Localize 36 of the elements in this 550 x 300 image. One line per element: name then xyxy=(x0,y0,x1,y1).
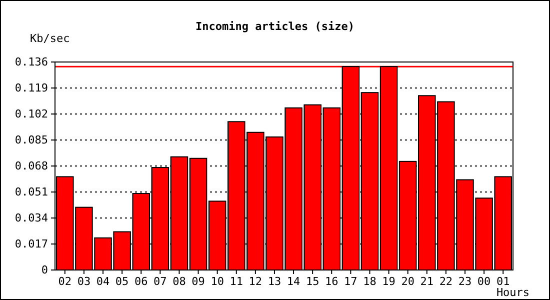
x-tick-label: 04 xyxy=(96,274,110,288)
x-tick-label: 14 xyxy=(286,274,301,288)
x-tick-label: 15 xyxy=(306,274,320,288)
x-tick-label: 16 xyxy=(325,274,338,288)
x-tick-label: 00 xyxy=(477,274,491,288)
x-tick-label: 22 xyxy=(439,274,453,288)
x-tick-label: 01 xyxy=(496,274,510,288)
x-tick-label: 03 xyxy=(77,274,91,288)
y-tick-label: 0.136 xyxy=(14,56,48,69)
x-tick-label: 10 xyxy=(210,274,224,288)
y-tick-label: 0.017 xyxy=(14,238,48,251)
x-tick-label: 09 xyxy=(192,274,205,288)
y-tick-label: 0.102 xyxy=(14,108,48,121)
x-tick-label: 13 xyxy=(268,274,282,288)
x-tick-label: 18 xyxy=(363,274,376,288)
x-tick-label: 02 xyxy=(58,274,72,288)
x-tick-label: 07 xyxy=(154,274,167,288)
y-tick-label: 0.068 xyxy=(14,160,48,173)
y-tick-label: 0.034 xyxy=(14,212,48,225)
chart-title: Incoming articles (size) xyxy=(196,20,354,33)
x-tick-label: 19 xyxy=(382,274,396,288)
x-tick-label: 05 xyxy=(115,274,129,288)
y-tick-label: 0.051 xyxy=(14,186,48,199)
y-axis-title: Kb/sec xyxy=(30,32,70,45)
y-tick-label: 0.119 xyxy=(14,82,48,95)
x-tick-label: 08 xyxy=(172,274,186,288)
y-tick-label: 0 xyxy=(41,264,48,277)
x-tick-label: 11 xyxy=(230,274,243,288)
x-axis-title: Hours xyxy=(496,286,530,299)
x-tick-label: 21 xyxy=(420,274,434,288)
x-tick-label: 06 xyxy=(134,274,148,288)
x-tick-label: 20 xyxy=(401,274,414,288)
x-tick-label: 23 xyxy=(458,274,472,288)
y-tick-label: 0.085 xyxy=(14,134,48,147)
x-tick-label: 12 xyxy=(248,274,262,288)
x-tick-label: 17 xyxy=(344,274,358,288)
